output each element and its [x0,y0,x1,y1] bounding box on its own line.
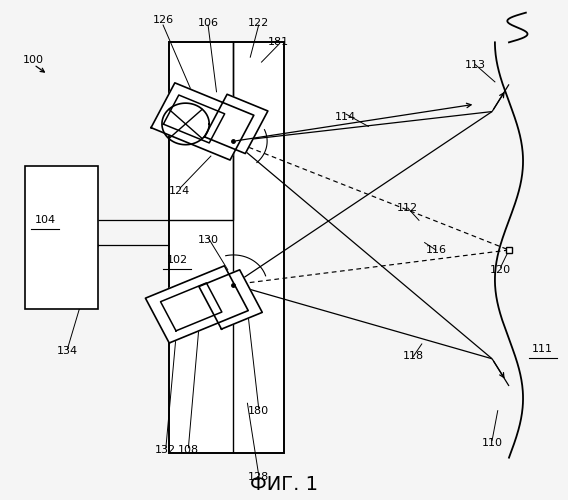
Text: 116: 116 [425,245,446,255]
Text: 100: 100 [23,54,44,64]
Text: 132: 132 [155,446,177,456]
Text: 113: 113 [465,60,486,70]
Text: ФИГ. 1: ФИГ. 1 [250,476,318,494]
Text: 108: 108 [178,446,199,456]
Text: 111: 111 [532,344,553,354]
Text: 110: 110 [482,438,503,448]
Text: 118: 118 [403,352,424,362]
Text: 106: 106 [198,18,219,28]
Text: 120: 120 [490,265,511,275]
Text: 181: 181 [268,38,289,48]
Text: 134: 134 [57,346,78,356]
Text: 102: 102 [166,255,187,265]
Polygon shape [161,283,222,331]
Polygon shape [151,83,254,160]
Polygon shape [145,266,248,343]
Text: 104: 104 [35,216,56,226]
Polygon shape [164,95,225,143]
Text: 122: 122 [248,18,269,28]
Text: 114: 114 [335,112,357,122]
Text: 128: 128 [248,472,269,482]
Text: 130: 130 [198,235,219,245]
Text: 112: 112 [397,203,418,213]
Text: 180: 180 [248,406,269,415]
Polygon shape [199,270,262,329]
Text: 124: 124 [169,186,191,196]
Bar [25,166,98,310]
Text: 126: 126 [153,15,174,25]
Polygon shape [204,94,268,154]
Bar [169,42,284,453]
